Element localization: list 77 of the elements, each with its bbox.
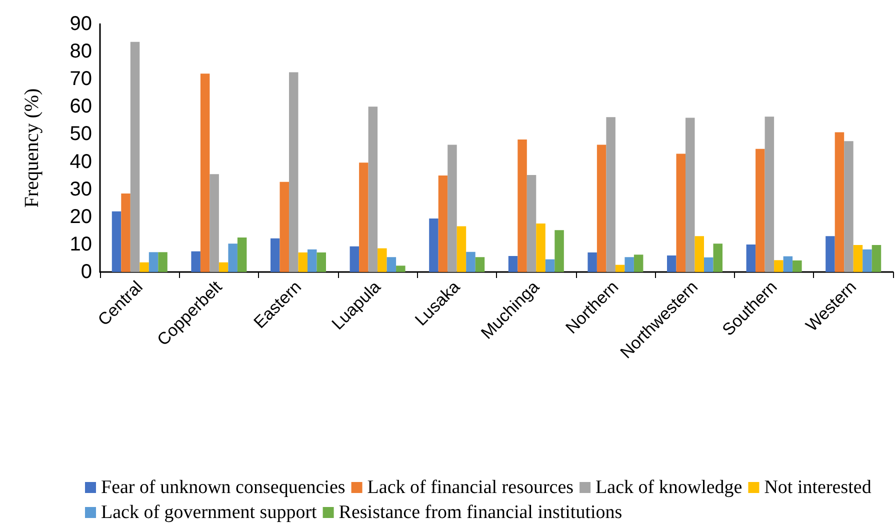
bar [466,252,476,272]
bar [191,251,200,272]
bar [396,266,406,272]
bar [308,249,317,272]
bar [713,244,723,272]
bar [158,252,168,272]
bar [756,148,765,272]
bar [536,224,546,272]
bar [862,249,872,272]
bar [746,244,756,272]
bar [130,42,140,272]
bar [545,259,555,272]
bar [606,117,616,272]
bar [783,256,793,272]
bar [518,139,527,272]
bar [456,226,466,272]
bar [615,264,625,272]
bar [237,238,247,272]
bar [853,244,863,272]
legend-label: Lack of financial resources [367,477,574,498]
bar [596,144,606,272]
bar [378,248,387,272]
bar [316,252,326,272]
legend-label: Fear of unknown consequencies [101,477,346,498]
bar [112,211,122,272]
bar [280,182,289,272]
bar [200,74,210,272]
y-tick-label: 80 [70,40,92,63]
y-axis-title: Frequency (%) [21,88,43,208]
bar [218,262,228,272]
y-tick-label: 0 [80,261,92,283]
bar [140,262,149,272]
y-tick-label: 70 [70,68,92,90]
bar [694,236,704,272]
bar [826,236,835,272]
legend-label: Lack of government support [101,502,318,523]
bar [554,230,564,272]
bar [526,175,536,272]
bar [475,257,485,272]
bar [686,118,695,272]
bar [448,144,457,272]
bar [676,154,686,272]
bar [774,260,784,272]
bar [438,176,448,272]
y-tick-label: 10 [70,233,92,256]
bar [508,256,518,272]
bar [704,257,714,272]
bar [588,252,597,272]
bar [298,252,308,272]
bar [368,106,378,272]
y-tick-label: 30 [70,178,92,200]
bar [872,244,882,272]
y-tick-label: 20 [70,206,92,228]
bar [624,257,634,272]
y-tick-label: 40 [70,150,92,173]
bar [386,257,396,272]
bar [121,193,130,272]
bar [210,174,219,272]
legend-label: Resistance from financial institutions [338,502,622,523]
y-tick-label: 60 [70,96,92,118]
bar [359,162,368,272]
bar [764,116,774,272]
bar [634,254,644,272]
bar [228,244,238,272]
bar [666,255,676,272]
legend-label: Not interested [764,477,872,498]
bar [289,72,298,272]
bar [350,246,360,272]
bar [148,252,158,272]
y-tick-label: 90 [70,13,92,35]
legend-label: Lack of knowledge [596,477,742,498]
bar [270,238,280,272]
bar [844,141,854,272]
bar [792,260,802,272]
bar [834,132,844,272]
bar [429,218,438,272]
y-tick-label: 50 [70,123,92,146]
